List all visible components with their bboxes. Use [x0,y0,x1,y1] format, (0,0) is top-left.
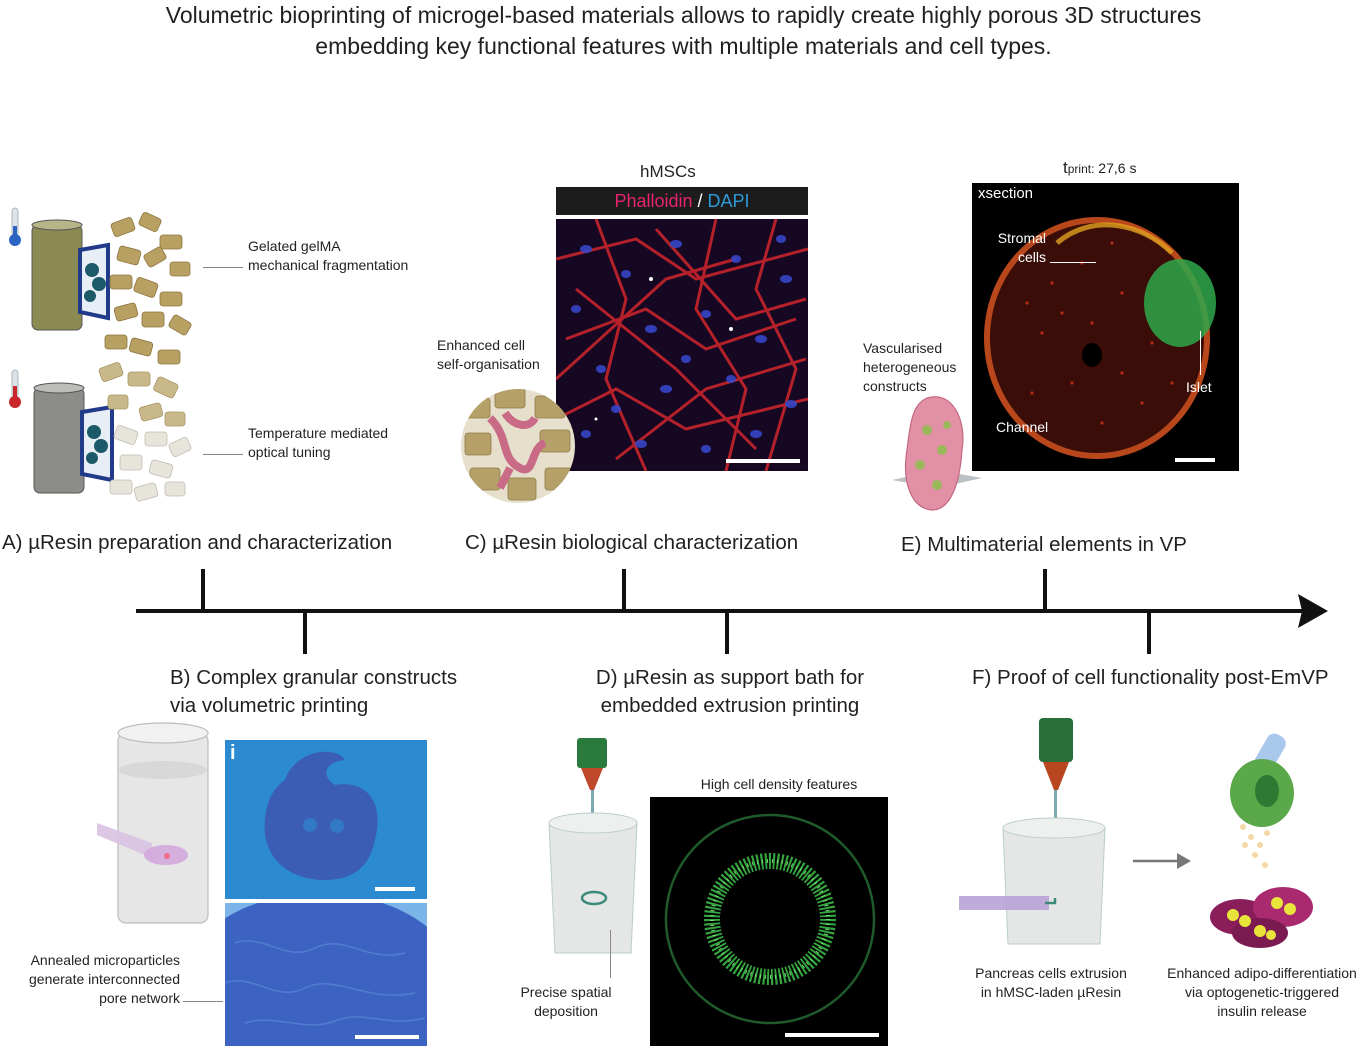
section-c-title: C) µResin biological characterization [465,531,799,554]
channel-label: Channel [996,419,1049,435]
panel-d-image-title: High cell density features [700,776,858,792]
timeline-tick-b [303,612,307,654]
gelma-vial-gelated [31,219,110,331]
timeline-axis [136,609,1308,613]
scale-bar [375,887,415,891]
granular-construct-image: i [225,740,427,899]
panel-b-note: Annealed microparticles generate interco… [29,952,180,1006]
section-b-title: B) Complex granular constructs via volum… [170,666,458,717]
section-a-title: A) µResin preparation and characterizati… [2,531,393,554]
scale-bar [355,1035,419,1039]
timeline-tick-a [201,569,205,611]
timeline-tick-e [1043,569,1047,611]
gelma-vial-tuned [33,382,114,494]
timeline-tick-f [1147,612,1151,654]
thermometer-cold-icon [9,207,21,246]
timeline-tick-d [725,612,729,654]
stain-legend-bar: Phalloidin / DAPI [556,187,808,215]
xsection-image: xsection Stromal cells Islet Channel [972,183,1239,471]
thermometer-warm-icon [9,369,21,408]
scale-bar [726,459,800,463]
xsection-label: xsection [978,185,1034,202]
panel-f-right-note: Enhanced adipo-differentiation via optog… [1167,965,1357,1019]
hmsc-fluorescence-image [556,219,808,471]
self-organisation-sphere-illustration [461,389,575,503]
panel-a-label-optical: Temperature mediated optical tuning [248,425,389,460]
figure-title: Volumetric bioprinting of microgel-based… [0,0,1367,62]
dapi-label: DAPI [707,191,750,211]
section-d-title: D) µResin as support bath for embedded e… [595,666,865,717]
pore-network-image [225,903,427,1046]
scale-bar [785,1033,879,1037]
high-density-ring-image [650,797,888,1046]
pancreas-extrusion-illustration [959,718,1106,945]
timeline-tick-c [622,569,626,611]
islet-label: Islet [1186,379,1212,395]
title-line-1: Volumetric bioprinting of microgel-based… [165,2,1202,28]
leader-line [203,267,243,268]
panel-a-illustration [9,207,192,502]
vascularised-construct-illustration [892,396,982,511]
stromal-cells-label: Stromal cells [997,230,1046,265]
timeline-arrowhead-icon [1298,594,1328,628]
title-line-2: embedding key functional features with m… [315,33,1052,59]
panel-c-cell-title: hMSCs [640,162,696,181]
panel-d-note: Precise spatial deposition [520,984,612,1019]
panel-e-note: Vascularised heterogeneous constructs [863,340,957,394]
leader-line [203,454,243,455]
leader-line [610,930,611,978]
leader-line [1050,262,1096,263]
phalloidin-label: Phalloidin [614,191,693,211]
section-f-title: F) Proof of cell functionality post-EmVP [972,666,1329,689]
extrusion-bath-illustration [548,738,638,954]
section-e-title: E) Multimaterial elements in VP [901,533,1187,556]
inset-label: i [230,742,236,764]
panel-c-note: Enhanced cell self-organisation [437,337,540,372]
arrow-right-icon [1133,853,1191,869]
print-time-label: tprint: 27,6 s [1063,158,1137,177]
adipocyte-illustration [1210,733,1313,948]
leader-line [1200,331,1201,375]
scale-bar [1175,458,1215,462]
panel-a-label-fragmentation: Gelated gelMA mechanical fragmentation [248,238,409,273]
panel-f-left-note: Pancreas cells extrusion in hMSC-laden µ… [975,965,1127,1000]
volumetric-vial-illustration [97,722,209,924]
leader-line [183,1001,223,1002]
